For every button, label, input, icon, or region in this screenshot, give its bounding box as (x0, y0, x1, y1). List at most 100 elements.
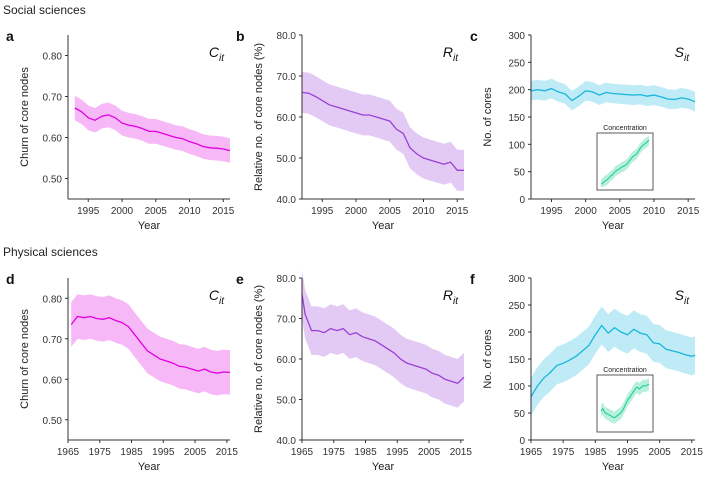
chart-panel-c: c 0 50 100 150 200 250 300 1995 2000 2005 2010 2015 Y… (470, 28, 700, 232)
x-tick-label: 1995 (152, 447, 175, 458)
x-tick-label: 1995 (386, 447, 409, 458)
x-axis-title: Year (602, 220, 625, 232)
inset-frame (596, 132, 654, 191)
y-axis-title: Relative no. of core nodes (%) (253, 285, 265, 433)
x-axis-title: Year (372, 461, 395, 473)
series-line (74, 107, 231, 152)
x-tick-label: 1995 (311, 206, 334, 217)
x-tick-label: 1975 (552, 447, 575, 458)
x-tick-label: 1965 (520, 447, 543, 458)
x-tick-label: 2000 (345, 206, 368, 217)
y-tick-label: 60.0 (277, 113, 297, 124)
series-line (301, 91, 464, 171)
y-tick-label: 50 (514, 409, 526, 420)
series-line (301, 294, 465, 385)
chart-panel-e: e 40.0 50.0 60.0 70.0 80.0 1965 1975 1985 1995 200… (236, 269, 473, 473)
x-tick-label: 1985 (354, 447, 377, 458)
inset-title: Concentration (603, 367, 647, 374)
panel-letter: a (6, 28, 14, 44)
panel-letter: e (236, 271, 244, 287)
chart-panel-a: a 0.50 0.60 0.70 0.80 1995 2000 2005 2010 2015 Yea… (6, 28, 235, 232)
inset-line (600, 383, 650, 419)
y-tick-label: 40.0 (277, 195, 297, 206)
y-tick-label: 100 (508, 140, 525, 151)
series-label: Cit (209, 44, 225, 64)
y-tick-label: 60.0 (277, 355, 297, 366)
x-tick-label: 2015 (677, 206, 700, 217)
y-tick-label: 80.0 (277, 31, 297, 42)
x-tick-label: 1985 (120, 447, 143, 458)
y-axis-title: Churn of core nodes (19, 309, 31, 409)
x-tick-label: 1995 (540, 206, 563, 217)
series-label: Sit (675, 287, 691, 307)
confidence-band (302, 71, 464, 191)
inset-concentration: Concentration (596, 125, 654, 191)
x-tick-label: 1965 (57, 447, 80, 458)
x-tick-label: 2010 (178, 206, 201, 217)
series-label: Sit (675, 44, 691, 64)
y-tick-label: 250 (508, 58, 525, 69)
inset-concentration: Concentration (596, 367, 654, 433)
x-tick-label: 1995 (77, 206, 100, 217)
y-tick-label: 50 (514, 168, 526, 179)
y-tick-label: 200 (508, 328, 525, 339)
chart-panel-d: d 0.50 0.60 0.70 0.80 1965 1975 1985 1995 2005 201… (6, 271, 238, 473)
y-tick-label: 70.0 (277, 315, 297, 326)
x-tick-label: 2015 (450, 447, 473, 458)
y-axis-title: No. of cores (482, 87, 494, 147)
x-tick-label: 2005 (379, 206, 402, 217)
y-tick-label: 0.50 (43, 416, 63, 427)
confidence-band (74, 95, 230, 163)
x-tick-label: 2010 (412, 206, 435, 217)
y-tick-label: 0.70 (43, 335, 63, 346)
x-tick-label: 2010 (643, 206, 666, 217)
inset-band (601, 378, 649, 424)
y-tick-label: 0 (519, 195, 525, 206)
section-title-physical: Physical sciences (3, 245, 98, 259)
x-tick-label: 1985 (584, 447, 607, 458)
y-axis-title: Churn of core nodes (19, 67, 31, 167)
x-tick-label: 2000 (111, 206, 134, 217)
inset-title: Concentration (603, 125, 647, 132)
y-tick-label: 0 (519, 436, 525, 447)
x-axis-title: Year (138, 220, 161, 232)
y-tick-label: 250 (508, 301, 525, 312)
y-tick-label: 0.80 (43, 52, 63, 63)
y-tick-label: 0.50 (43, 175, 63, 186)
confidence-band (302, 269, 464, 408)
y-tick-label: 100 (508, 382, 525, 393)
x-tick-label: 1995 (616, 447, 639, 458)
y-tick-label: 0.80 (43, 294, 63, 305)
x-tick-label: 2005 (609, 206, 632, 217)
series-line (70, 315, 231, 374)
series-label: Rit (443, 44, 459, 64)
panel-letter: b (236, 28, 245, 44)
panel-letter: c (470, 28, 478, 44)
x-tick-label: 2005 (418, 447, 441, 458)
x-tick-label: 2005 (649, 447, 672, 458)
y-tick-label: 300 (508, 274, 525, 285)
x-axis-title: Year (602, 461, 625, 473)
chart-panel-b: b 40.0 50.0 60.0 70.0 80.0 1995 2000 2005 2010 201… (236, 28, 469, 232)
x-axis-title: Year (138, 461, 161, 473)
y-axis-title: No. of cores (482, 329, 494, 389)
y-tick-label: 0.70 (43, 93, 63, 104)
y-axis-title: Relative no. of core nodes (%) (253, 43, 265, 191)
series-line (530, 87, 696, 103)
section-title-social: Social sciences (3, 3, 86, 17)
x-tick-label: 1965 (291, 447, 314, 458)
confidence-band (531, 78, 695, 112)
y-tick-label: 50.0 (277, 396, 297, 407)
x-tick-label: 1975 (323, 447, 346, 458)
y-tick-label: 150 (508, 113, 525, 124)
x-axis-title: Year (372, 220, 395, 232)
series-label: Rit (443, 287, 459, 307)
y-tick-label: 300 (508, 31, 525, 42)
confidence-band (531, 306, 695, 416)
y-tick-label: 0.60 (43, 375, 63, 386)
x-tick-label: 2015 (212, 206, 235, 217)
inset-frame (596, 374, 654, 433)
chart-panel-f: f 0 50 100 150 200 250 300 1965 1975 1985 1995 2005 2… (470, 271, 703, 473)
x-tick-label: 2015 (216, 447, 239, 458)
